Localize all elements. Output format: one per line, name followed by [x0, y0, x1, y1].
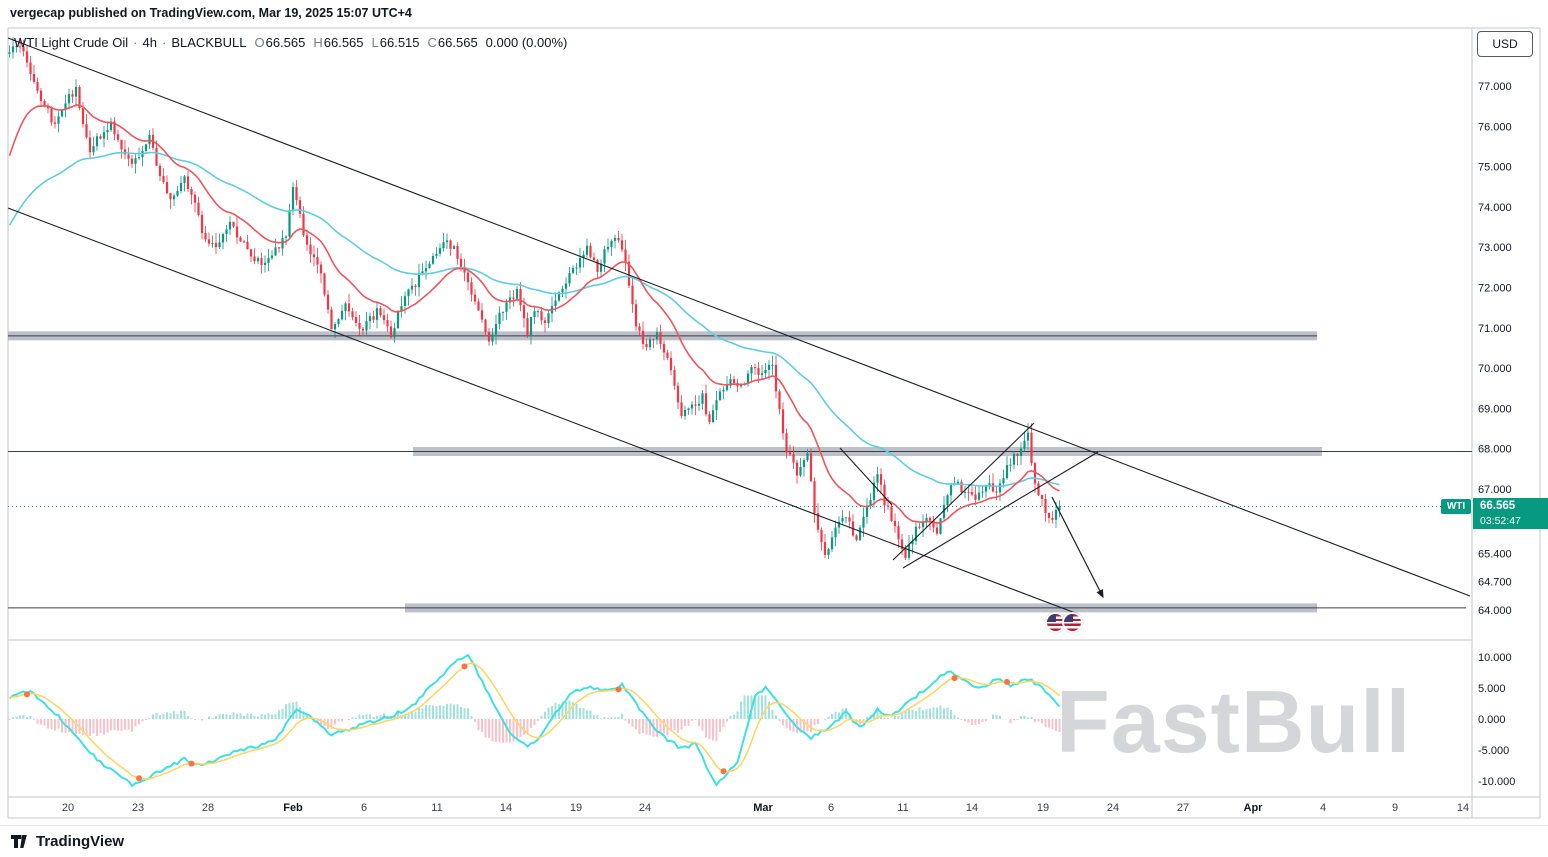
- signal-dot: [720, 768, 727, 775]
- publish-line: vergecap published on TradingView.com, M…: [10, 6, 412, 20]
- price-tick-label: 74.000: [1478, 202, 1512, 214]
- us-flag-icon[interactable]: [1062, 612, 1083, 633]
- time-axis-label: 11: [897, 802, 909, 814]
- price-tick-label: 72.000: [1478, 283, 1512, 295]
- high-label: H: [313, 35, 323, 50]
- time-axis-label: Apr: [1243, 802, 1263, 814]
- open-label: O: [254, 35, 265, 50]
- trendline: [892, 422, 1035, 561]
- footer-bar: TradingView: [0, 825, 1548, 857]
- low-label: L: [371, 35, 379, 50]
- close-value: 66.565: [437, 35, 478, 50]
- trendline: [902, 451, 1099, 569]
- fastbull-watermark: FastBull: [1056, 672, 1412, 771]
- time-axis-label: 24: [638, 802, 652, 814]
- price-scale[interactable]: [1472, 28, 1548, 797]
- signal-dot: [615, 686, 622, 693]
- ma-fast-line: [8, 104, 1060, 525]
- signal-dot: [136, 775, 142, 782]
- time-axis-label: 6: [360, 802, 368, 814]
- sr-zones[interactable]: [8, 331, 1472, 613]
- time-axis-label: 24: [1106, 802, 1120, 814]
- time-axis-label: 9: [1391, 802, 1399, 814]
- oscillator-histogram: [8, 695, 1061, 743]
- close-label: C: [427, 35, 437, 50]
- price-tick-label: 67.000: [1478, 484, 1512, 496]
- price-tick-label: 73.000: [1478, 242, 1512, 254]
- interval-label[interactable]: 4h: [142, 35, 157, 50]
- price-tick-label: 70.000: [1478, 363, 1512, 375]
- price-tick-label: 65.400: [1478, 548, 1512, 560]
- change-value: 0.000 (0.00%): [485, 35, 568, 50]
- time-axis-label: 14: [965, 802, 979, 814]
- economic-event-markers: [1045, 612, 1083, 633]
- trendline: [7, 207, 1079, 615]
- oscillator-slow-line: [9, 662, 1061, 780]
- price-line-symbol-badge: WTI: [1441, 499, 1471, 514]
- time-axis-label: 23: [131, 802, 145, 814]
- time-axis-label: Feb: [283, 802, 303, 814]
- last-price-label: 66.565: [1473, 498, 1548, 514]
- ma-slow-line: [8, 151, 1060, 488]
- price-tick-label: 77.000: [1478, 81, 1512, 93]
- indicator-tick-label: -10.000: [1478, 776, 1515, 788]
- indicator-tick-label: 5.000: [1478, 683, 1506, 695]
- signal-dot: [461, 663, 468, 670]
- high-value: 66.565: [323, 35, 364, 50]
- time-axis-label: 27: [1176, 802, 1190, 814]
- symbol-legend: WTI Light Crude Oil · 4h · BLACKBULL O 6…: [14, 35, 567, 50]
- candlestick-series: [8, 37, 1061, 561]
- legend-separator: ·: [161, 35, 167, 50]
- indicator-tick-label: -5.000: [1478, 745, 1509, 757]
- time-axis-label: 20: [61, 802, 75, 814]
- time-axis-label: 6: [827, 802, 835, 814]
- time-scale[interactable]: 20 23 28 Feb 6 11 14 19 24 Mar 6 11 14 19 24 27 Apr 4 9 14: [0, 801, 1548, 818]
- trendline: [7, 37, 1471, 597]
- open-value: 66.565: [265, 35, 306, 50]
- indicator-tick-label: 10.000: [1478, 652, 1512, 664]
- signal-dot: [951, 675, 958, 682]
- oscillator-fast-line: [8, 653, 1061, 788]
- time-axis-label: 28: [201, 802, 215, 814]
- low-value: 66.515: [379, 35, 420, 50]
- time-axis-label: 19: [569, 802, 583, 814]
- indicator-tick-label: 0.000: [1478, 714, 1506, 726]
- bar-countdown-label: 03:52:47: [1473, 514, 1548, 529]
- signal-dot: [24, 691, 30, 698]
- price-tick-label: 76.000: [1478, 121, 1512, 133]
- price-tick-label: 68.000: [1478, 444, 1512, 456]
- price-tick-label: 71.000: [1478, 323, 1512, 335]
- legend-separator: ·: [133, 35, 138, 50]
- tradingview-brand-name[interactable]: TradingView: [36, 833, 125, 850]
- time-axis-label: Mar: [753, 802, 773, 814]
- time-axis-label: 14: [1456, 802, 1470, 814]
- time-axis-label: 4: [1319, 802, 1327, 814]
- signal-dot: [188, 760, 195, 767]
- price-tick-label: 64.000: [1478, 605, 1512, 617]
- signal-dot: [1004, 678, 1010, 685]
- symbol-title[interactable]: WTI Light Crude Oil: [14, 35, 129, 50]
- trendline: [839, 447, 893, 506]
- exchange-label[interactable]: BLACKBULL: [171, 35, 247, 50]
- price-tick-label: 64.700: [1478, 577, 1512, 589]
- tradingview-logo-icon[interactable]: [10, 833, 29, 850]
- drawings[interactable]: [7, 37, 1471, 615]
- time-axis-label: 19: [1036, 802, 1050, 814]
- time-axis-label: 14: [499, 802, 513, 814]
- price-tick-label: 75.000: [1478, 162, 1512, 174]
- us-flag-icon[interactable]: [1045, 612, 1066, 633]
- time-axis-label: 11: [431, 802, 443, 814]
- currency-button[interactable]: USD: [1477, 31, 1533, 57]
- price-tick-label: 69.000: [1478, 403, 1512, 415]
- projection-arrow-drawing: [1051, 496, 1104, 599]
